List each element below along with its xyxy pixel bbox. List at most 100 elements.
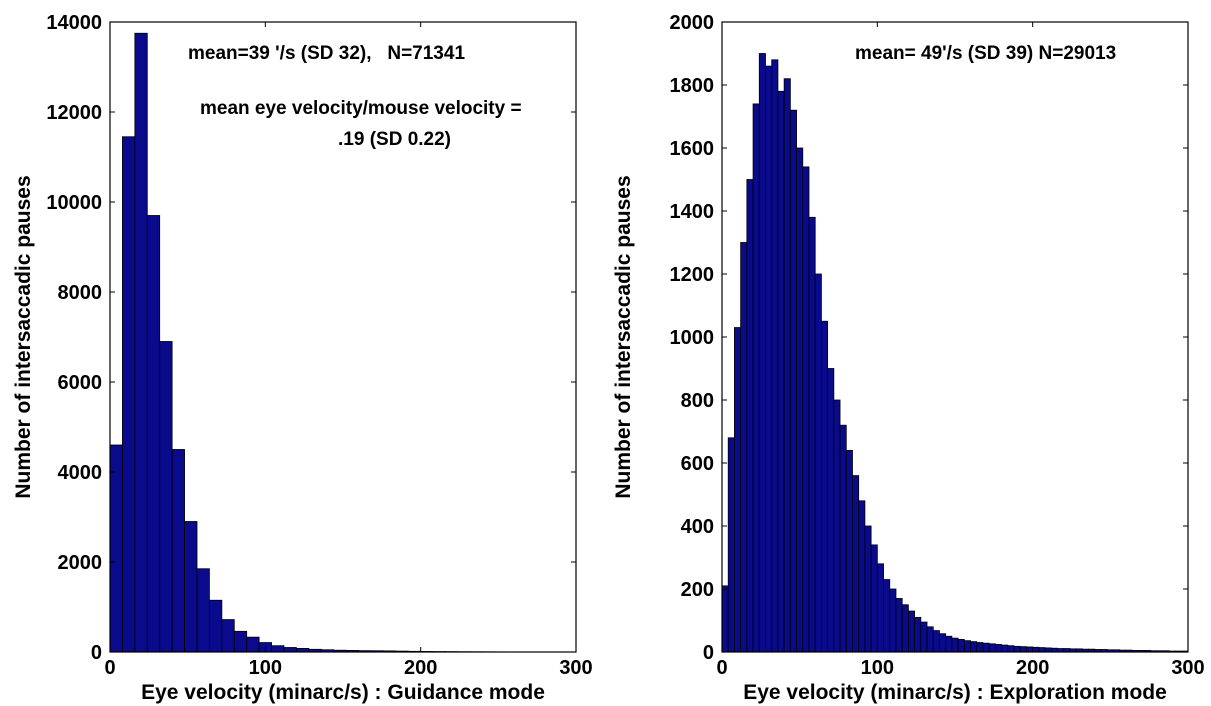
histogram-bar	[982, 642, 990, 653]
histogram-bar	[920, 621, 928, 653]
histogram-bar	[1038, 647, 1046, 653]
y-tick-label: 800	[681, 390, 714, 412]
histogram-bar	[734, 327, 742, 653]
y-tick-label: 200	[681, 579, 714, 601]
histogram-bar	[727, 437, 735, 653]
histogram-bar	[134, 32, 148, 653]
x-axis-label-guidance: Eye velocity (minarc/s) : Guidance mode	[141, 681, 545, 704]
y-tick-label: 400	[681, 516, 714, 538]
histogram-bar	[777, 90, 785, 653]
x-tick-label: 200	[404, 657, 437, 679]
histogram-bar	[970, 641, 978, 653]
histogram-bar	[994, 644, 1002, 653]
histogram-bar	[821, 320, 829, 653]
histogram-exploration: 0 200 400 600 800 1000 1200 1400 1600 1800 2000 0 1…	[612, 12, 1205, 704]
histogram-bar	[171, 449, 185, 653]
histogram-bar	[283, 647, 297, 653]
y-ticks-exploration: 0 200 400 600 800 1000 1200 1400 1600 1800 2000	[670, 12, 1188, 664]
histogram-bar	[883, 579, 891, 653]
histogram-bar	[746, 179, 754, 653]
y-tick-label: 600	[681, 453, 714, 475]
x-axis-label-exploration: Eye velocity (minarc/s) : Exploration mo…	[743, 681, 1167, 704]
histogram-bar	[963, 640, 971, 653]
bars-guidance	[109, 32, 571, 653]
annotation-mean-guidance: mean=39 '/s (SD 32), N=71341	[188, 43, 465, 64]
histogram-bar	[271, 645, 285, 653]
histogram-bar	[976, 642, 984, 653]
x-ticks-exploration: 0 100 200 300	[716, 22, 1205, 679]
y-tick-label: 8000	[58, 282, 103, 304]
y-tick-label: 2000	[670, 12, 715, 34]
histogram-bar	[721, 585, 729, 653]
histogram-bar	[827, 368, 835, 653]
y-tick-label: 0	[91, 642, 102, 664]
histogram-bar	[109, 444, 123, 653]
histogram-bar	[1044, 647, 1052, 653]
histogram-bar	[1019, 646, 1027, 653]
y-tick-label: 2000	[58, 552, 103, 574]
y-tick-label: 4000	[58, 462, 103, 484]
x-tick-label: 100	[249, 657, 282, 679]
histogram-bar	[783, 78, 791, 653]
histogram-bar	[1026, 646, 1034, 653]
x-tick-label: 300	[559, 657, 592, 679]
histogram-bar	[895, 598, 903, 653]
histogram-bar	[1001, 644, 1009, 653]
x-ticks-guidance: 0 100 200 300	[104, 22, 593, 679]
y-axis-label-exploration: Number of intersaccadic pauses	[612, 175, 635, 498]
y-tick-label: 12000	[46, 102, 102, 124]
histogram-bar	[839, 424, 847, 653]
histogram-bar	[184, 521, 198, 653]
annotation-ratio-guidance: mean eye velocity/mouse velocity =	[200, 98, 522, 119]
histogram-bar	[858, 500, 866, 653]
histogram-bar	[988, 643, 996, 653]
x-tick-label: 200	[1016, 657, 1049, 679]
histogram-bar	[932, 630, 940, 653]
histogram-bar	[901, 604, 909, 653]
histogram-bar	[814, 273, 822, 653]
y-ticks-guidance: 0 2000 4000 6000 8000 10000 12000 14000	[46, 12, 576, 664]
histogram-bar	[951, 637, 959, 653]
histogram-bar	[845, 449, 853, 653]
y-tick-label: 10000	[46, 192, 102, 214]
y-tick-label: 1000	[670, 327, 715, 349]
histogram-bar	[196, 568, 210, 653]
histogram-bar	[752, 103, 760, 653]
y-tick-label: 1800	[670, 75, 715, 97]
histogram-bar	[1032, 646, 1040, 653]
y-tick-label: 0	[703, 642, 714, 664]
histogram-bar	[146, 215, 161, 653]
histogram-bar	[233, 630, 248, 653]
y-tick-label: 1600	[670, 138, 715, 160]
histogram-bar	[1013, 645, 1021, 653]
histogram-bar	[802, 166, 810, 653]
axes-frame	[109, 21, 577, 653]
histogram-bar	[945, 635, 953, 653]
y-tick-label: 1400	[670, 201, 715, 223]
histogram-bar	[209, 599, 223, 653]
histogram-bar	[908, 610, 916, 653]
histogram-bar	[864, 525, 872, 653]
histogram-bar	[939, 633, 947, 653]
histogram-bar	[876, 563, 884, 653]
x-tick-label: 0	[104, 657, 115, 679]
axes-guidance	[109, 21, 577, 653]
y-tick-label: 1200	[670, 264, 715, 286]
histogram-bar	[740, 242, 748, 653]
histogram-bar	[852, 475, 860, 653]
histogram-bar	[765, 65, 773, 653]
histogram-bar	[1007, 645, 1015, 653]
annotation-ratio-value-guidance: .19 (SD 0.22)	[338, 129, 451, 150]
histogram-bar	[808, 216, 816, 653]
histogram-bar	[889, 588, 897, 653]
histogram-bar	[159, 341, 173, 653]
histogram-bar	[758, 53, 766, 653]
histogram-bar	[833, 399, 841, 653]
x-tick-label: 300	[1171, 657, 1204, 679]
y-tick-label: 6000	[58, 372, 103, 394]
y-axis-label-guidance: Number of intersaccadic pauses	[12, 175, 35, 498]
histogram-bar	[870, 544, 878, 653]
histogram-bar	[789, 109, 797, 653]
x-tick-label: 0	[716, 657, 727, 679]
